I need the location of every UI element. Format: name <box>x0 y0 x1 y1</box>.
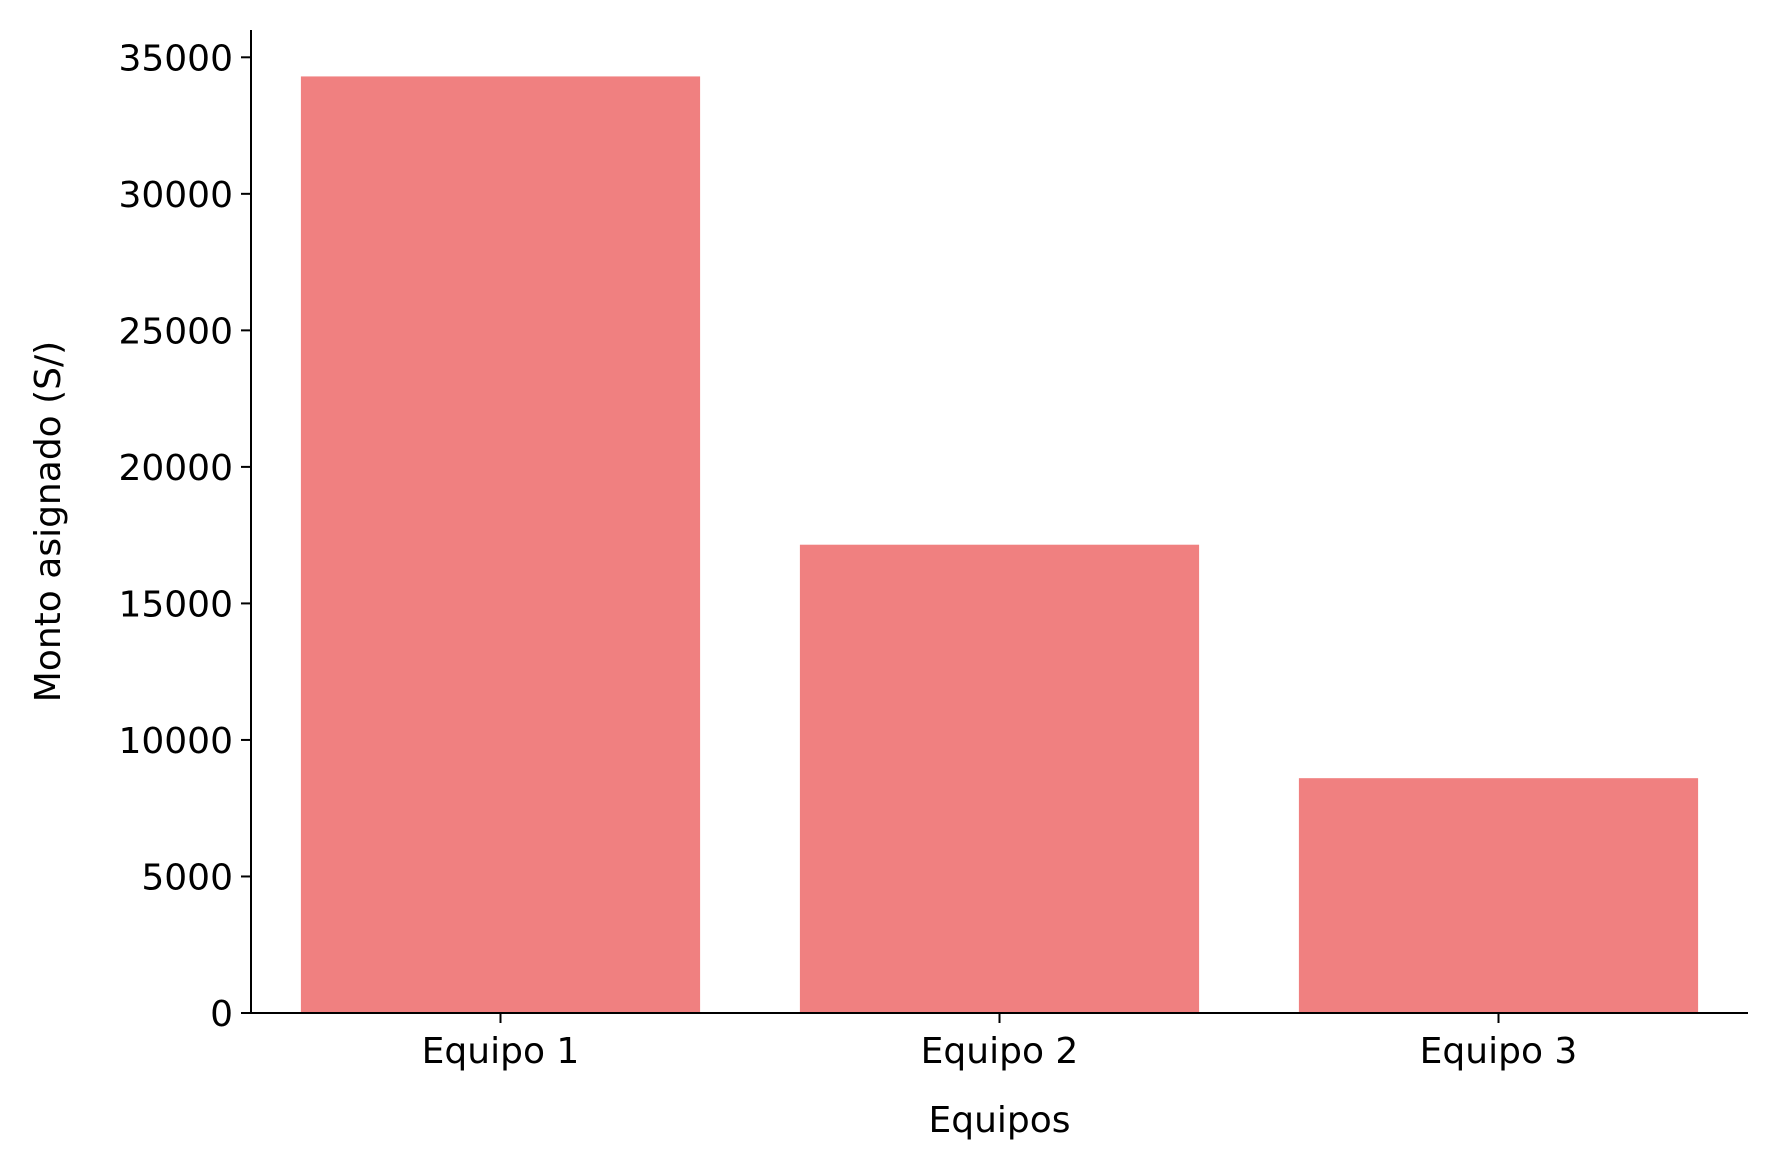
x-tick-label: Equipo 1 <box>422 1031 580 1072</box>
y-tick-label: 20000 <box>118 448 233 489</box>
x-tick-label: Equipo 2 <box>921 1031 1079 1072</box>
y-tick-label: 15000 <box>118 584 233 625</box>
y-tick-label: 35000 <box>118 38 233 79</box>
bar-1 <box>300 76 701 1014</box>
x-tick-label: Equipo 3 <box>1420 1031 1578 1072</box>
y-tick-label: 5000 <box>141 857 233 898</box>
x-axis-label: Equipos <box>928 1100 1070 1141</box>
bar-3 <box>1298 778 1699 1013</box>
x-axis-ticks: Equipo 1 Equipo 2 Equipo 3 <box>422 1013 1578 1072</box>
y-axis-ticks: 0 5000 10000 15000 20000 25000 30000 35000 <box>118 38 251 1035</box>
bars-group <box>300 76 1699 1014</box>
y-tick-label: 30000 <box>118 175 233 216</box>
y-axis-label: Monto asignado (S/) <box>28 341 69 702</box>
y-tick-label: 10000 <box>118 721 233 762</box>
y-tick-label: 0 <box>210 994 233 1035</box>
bar-2 <box>799 544 1200 1013</box>
y-tick-label: 25000 <box>118 311 233 352</box>
